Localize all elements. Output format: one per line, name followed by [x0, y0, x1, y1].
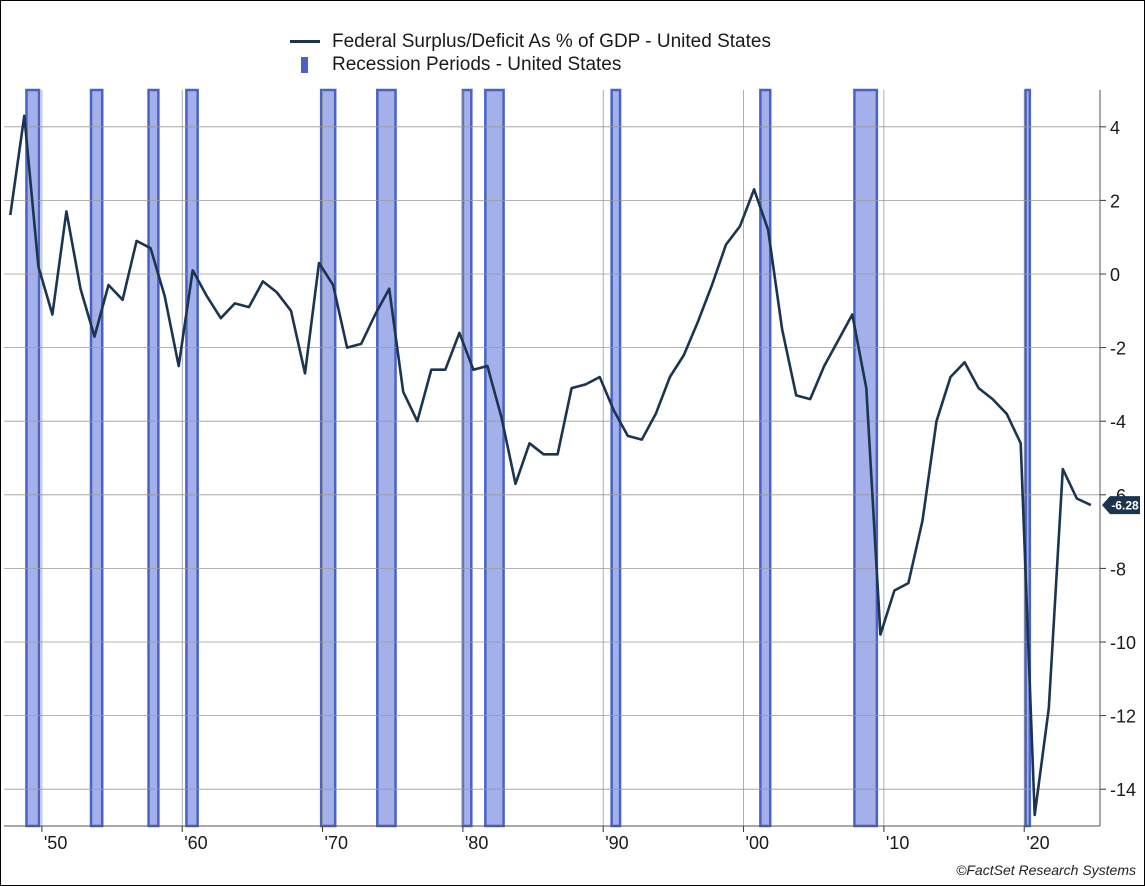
x-tick-label: '50	[44, 833, 67, 853]
y-tick-label: -8	[1110, 559, 1126, 579]
x-tick-label: '80	[465, 833, 488, 853]
y-tick-label: -4	[1110, 412, 1126, 432]
last-value-badge	[1102, 496, 1140, 515]
tick-labels: 420-2-4-6-8-10-12-14'50'60'70'80'90'00'1…	[44, 118, 1140, 853]
last-value-label: -6.28	[1111, 499, 1139, 513]
source-credit: ©FactSet Research Systems	[956, 862, 1136, 878]
x-tick-label: '60	[184, 833, 207, 853]
x-tick-label: '00	[746, 833, 769, 853]
x-tick-label: '70	[325, 833, 348, 853]
x-tick-label: '90	[605, 833, 628, 853]
y-tick-label: -10	[1110, 633, 1136, 653]
legend: Federal Surplus/Deficit As % of GDP - Un…	[290, 30, 771, 76]
grid-lines	[4, 90, 1100, 826]
legend-item-series: Federal Surplus/Deficit As % of GDP - Un…	[290, 30, 771, 53]
series-layer	[9, 114, 1092, 817]
legend-item-recessions: Recession Periods - United States	[290, 53, 771, 76]
y-tick-label: 2	[1110, 191, 1120, 211]
y-tick-label: -2	[1110, 339, 1126, 359]
x-tick-label: '10	[886, 833, 909, 853]
y-tick-label: -12	[1110, 707, 1136, 727]
y-tick-label: -14	[1110, 780, 1136, 800]
line-swatch	[290, 40, 320, 43]
y-tick-label: 4	[1110, 118, 1120, 138]
legend-series-label: Federal Surplus/Deficit As % of GDP - Un…	[332, 31, 771, 52]
legend-recession-label: Recession Periods - United States	[332, 54, 622, 75]
y-tick-label: 0	[1110, 265, 1120, 285]
deficit-series-line	[9, 114, 1092, 817]
axes	[4, 90, 1106, 832]
x-tick-label: '20	[1026, 833, 1049, 853]
bar-swatch	[301, 56, 308, 73]
